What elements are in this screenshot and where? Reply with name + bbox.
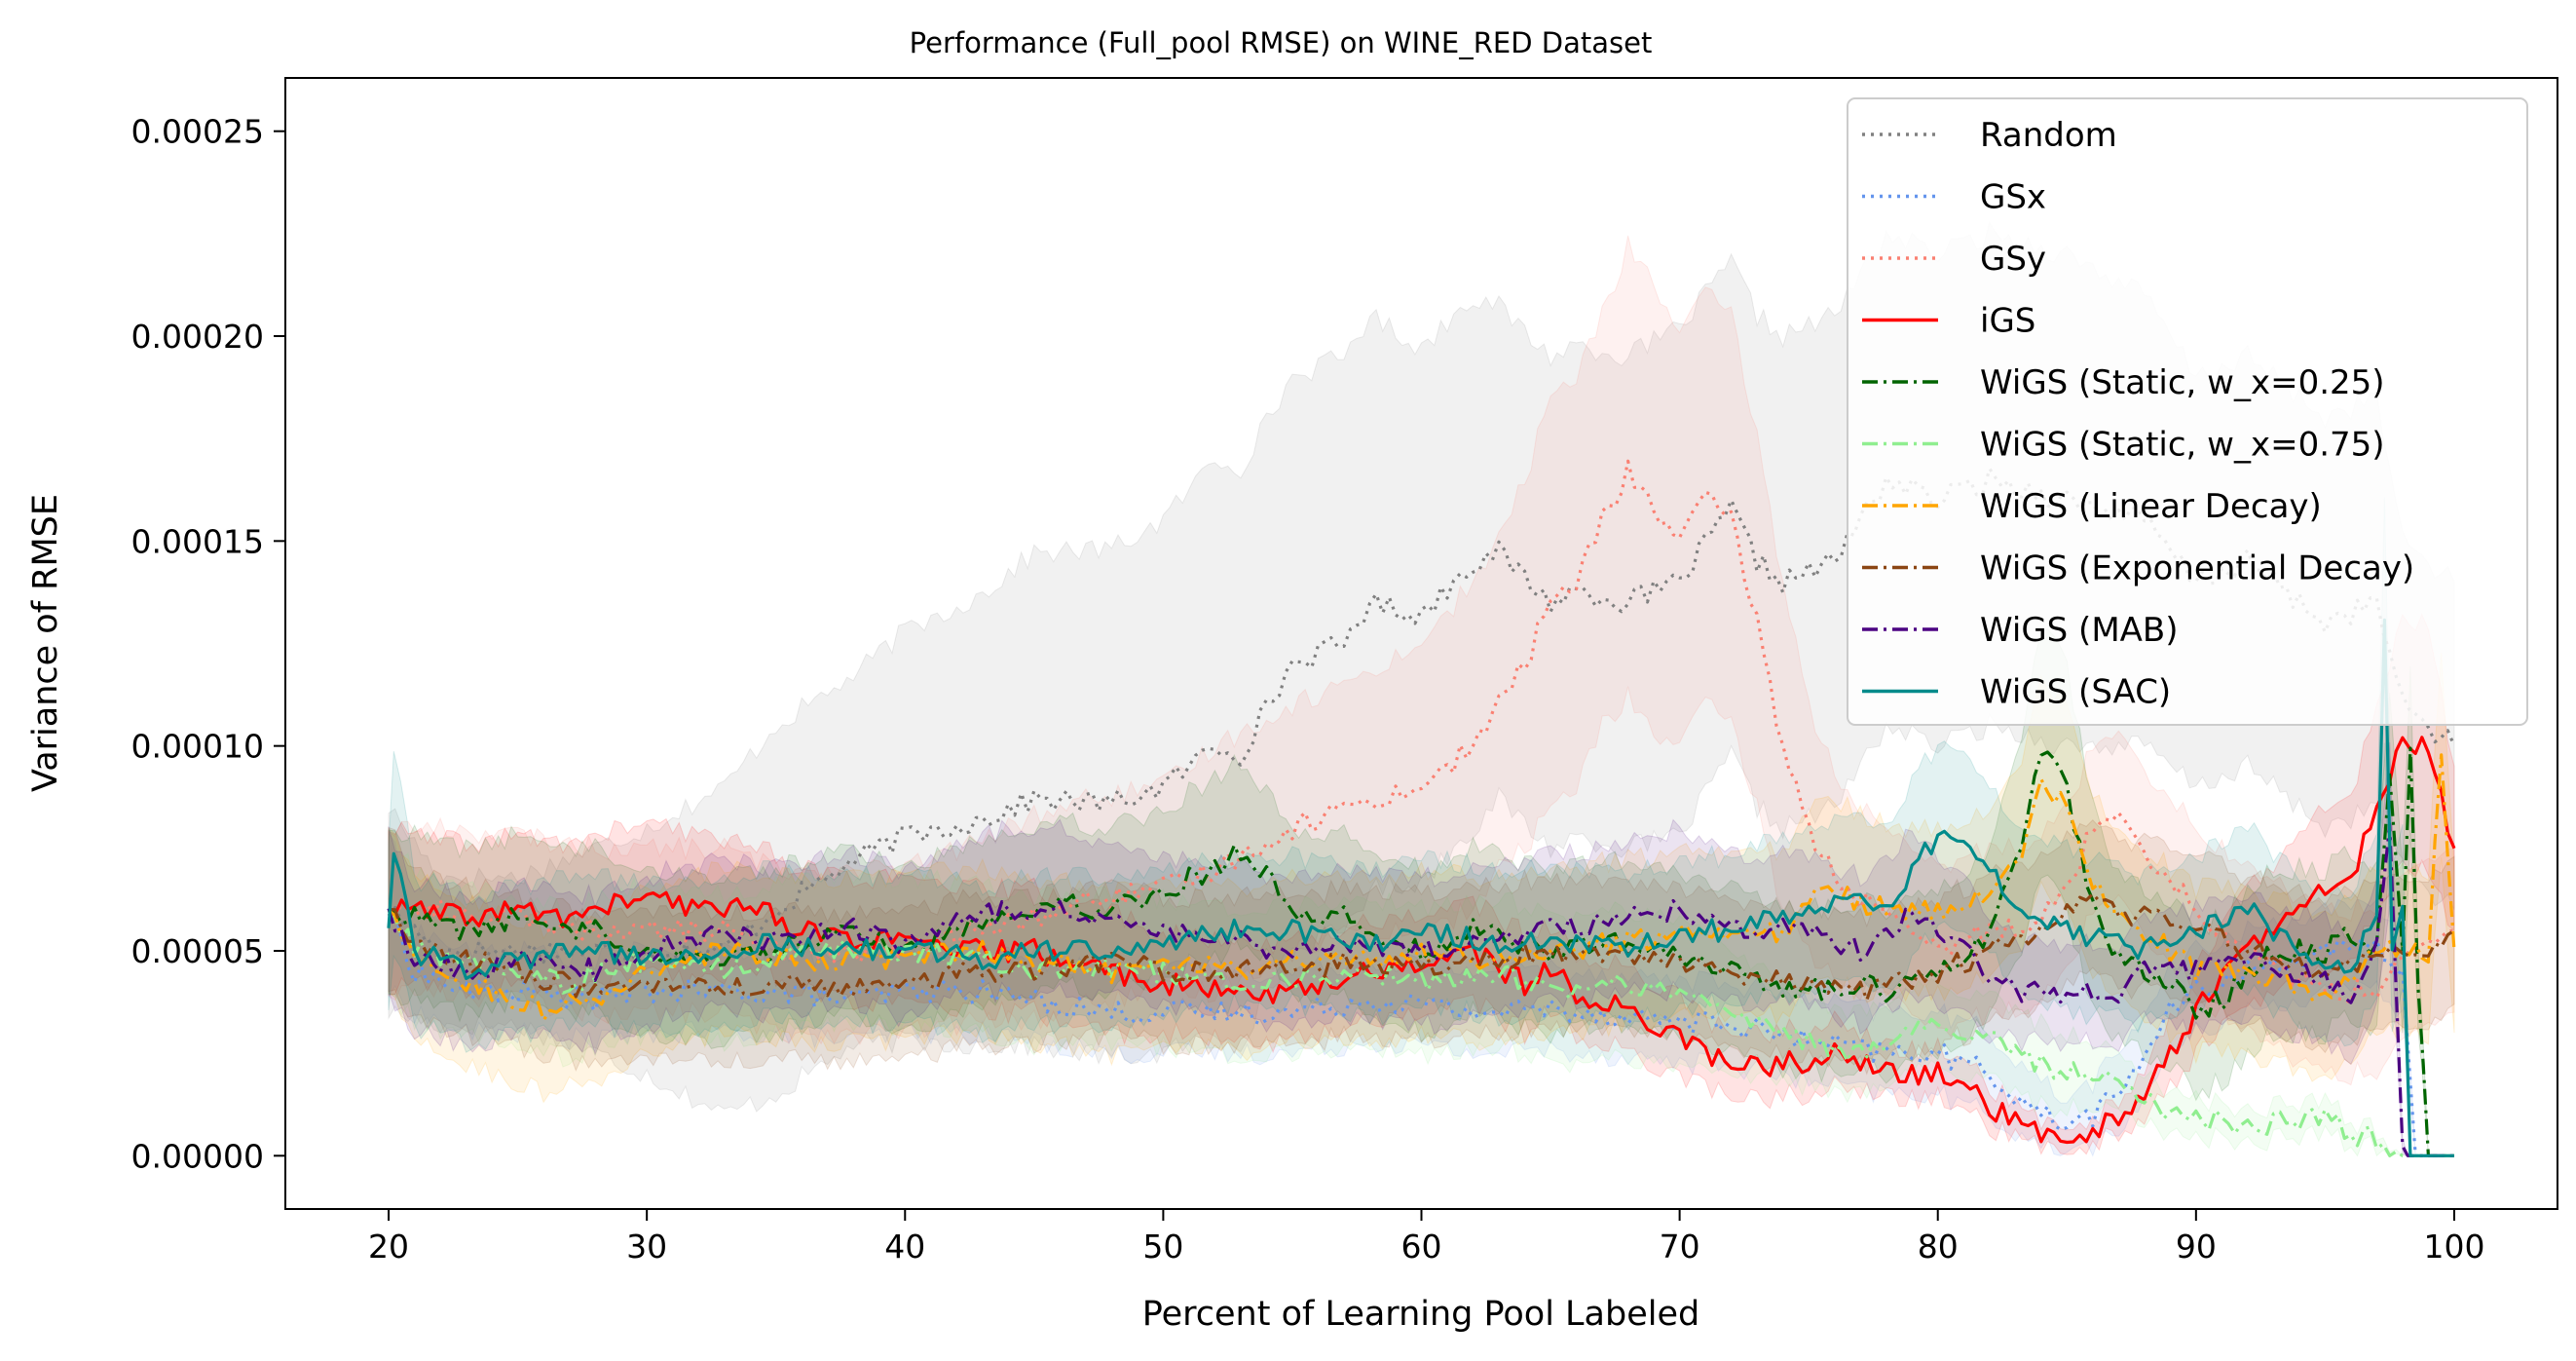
x-tick-label: 90 bbox=[2176, 1228, 2217, 1266]
legend-entry: WiGS (Static, w_x=0.25) bbox=[1980, 363, 2385, 402]
legend-entry: WiGS (Static, w_x=0.75) bbox=[1980, 426, 2385, 465]
x-tick-label: 30 bbox=[626, 1228, 667, 1266]
y-tick-label: 0.00020 bbox=[131, 318, 264, 356]
legend-box bbox=[1847, 97, 2528, 726]
chart-title: Performance (Full_pool RMSE) on WINE_RED… bbox=[910, 26, 1653, 59]
legend-entry: WiGS (MAB) bbox=[1980, 611, 2179, 650]
legend-entry: GSy bbox=[1980, 240, 2046, 279]
band-6 bbox=[388, 652, 2455, 1104]
legend-entry: WiGS (Exponential Decay) bbox=[1980, 549, 2414, 588]
y-tick-label: 0.00005 bbox=[131, 932, 264, 970]
x-tick-label: 50 bbox=[1142, 1228, 1183, 1266]
y-axis: 0.00000 0.00005 0.00010 0.00015 0.00020 0.000… bbox=[131, 113, 285, 1175]
y-tick-label: 0.00000 bbox=[131, 1137, 264, 1175]
y-axis-label: Variance of RMSE bbox=[26, 494, 65, 792]
x-tick-label: 20 bbox=[368, 1228, 409, 1266]
series-line-9 bbox=[387, 618, 2454, 1157]
series-line-2 bbox=[388, 459, 2455, 1004]
x-tick-label: 40 bbox=[884, 1228, 925, 1266]
y-tick-label: 0.00015 bbox=[131, 522, 264, 560]
series-line-4 bbox=[388, 746, 2454, 1157]
x-axis: 20 30 40 50 60 70 80 90 100 bbox=[368, 1209, 2484, 1266]
legend: Random GSx GSy iGS WiGS (Static, w_x=0.25) Wi… bbox=[1847, 97, 2528, 726]
y-tick-label: 0.00025 bbox=[131, 113, 264, 151]
confidence-bands bbox=[388, 221, 2455, 1157]
legend-entry: Random bbox=[1980, 116, 2117, 155]
x-tick-label: 80 bbox=[1918, 1228, 1959, 1266]
x-tick-label: 60 bbox=[1401, 1228, 1442, 1266]
legend-entry: iGS bbox=[1980, 302, 2035, 341]
band-2 bbox=[388, 235, 2455, 1086]
series-line-6 bbox=[388, 753, 2456, 1022]
series-line-8 bbox=[387, 822, 2454, 1157]
series-line-7 bbox=[388, 891, 2455, 1002]
series-line-5 bbox=[387, 910, 2454, 1157]
x-axis-label: Percent of Learning Pool Labeled bbox=[1142, 1295, 1699, 1334]
legend-entry: WiGS (SAC) bbox=[1980, 673, 2171, 712]
x-tick-label: 100 bbox=[2423, 1228, 2484, 1266]
y-tick-label: 0.00010 bbox=[131, 728, 264, 766]
x-tick-label: 70 bbox=[1660, 1228, 1700, 1266]
legend-entry: WiGS (Linear Decay) bbox=[1980, 487, 2322, 526]
legend-entry: GSx bbox=[1980, 178, 2046, 217]
